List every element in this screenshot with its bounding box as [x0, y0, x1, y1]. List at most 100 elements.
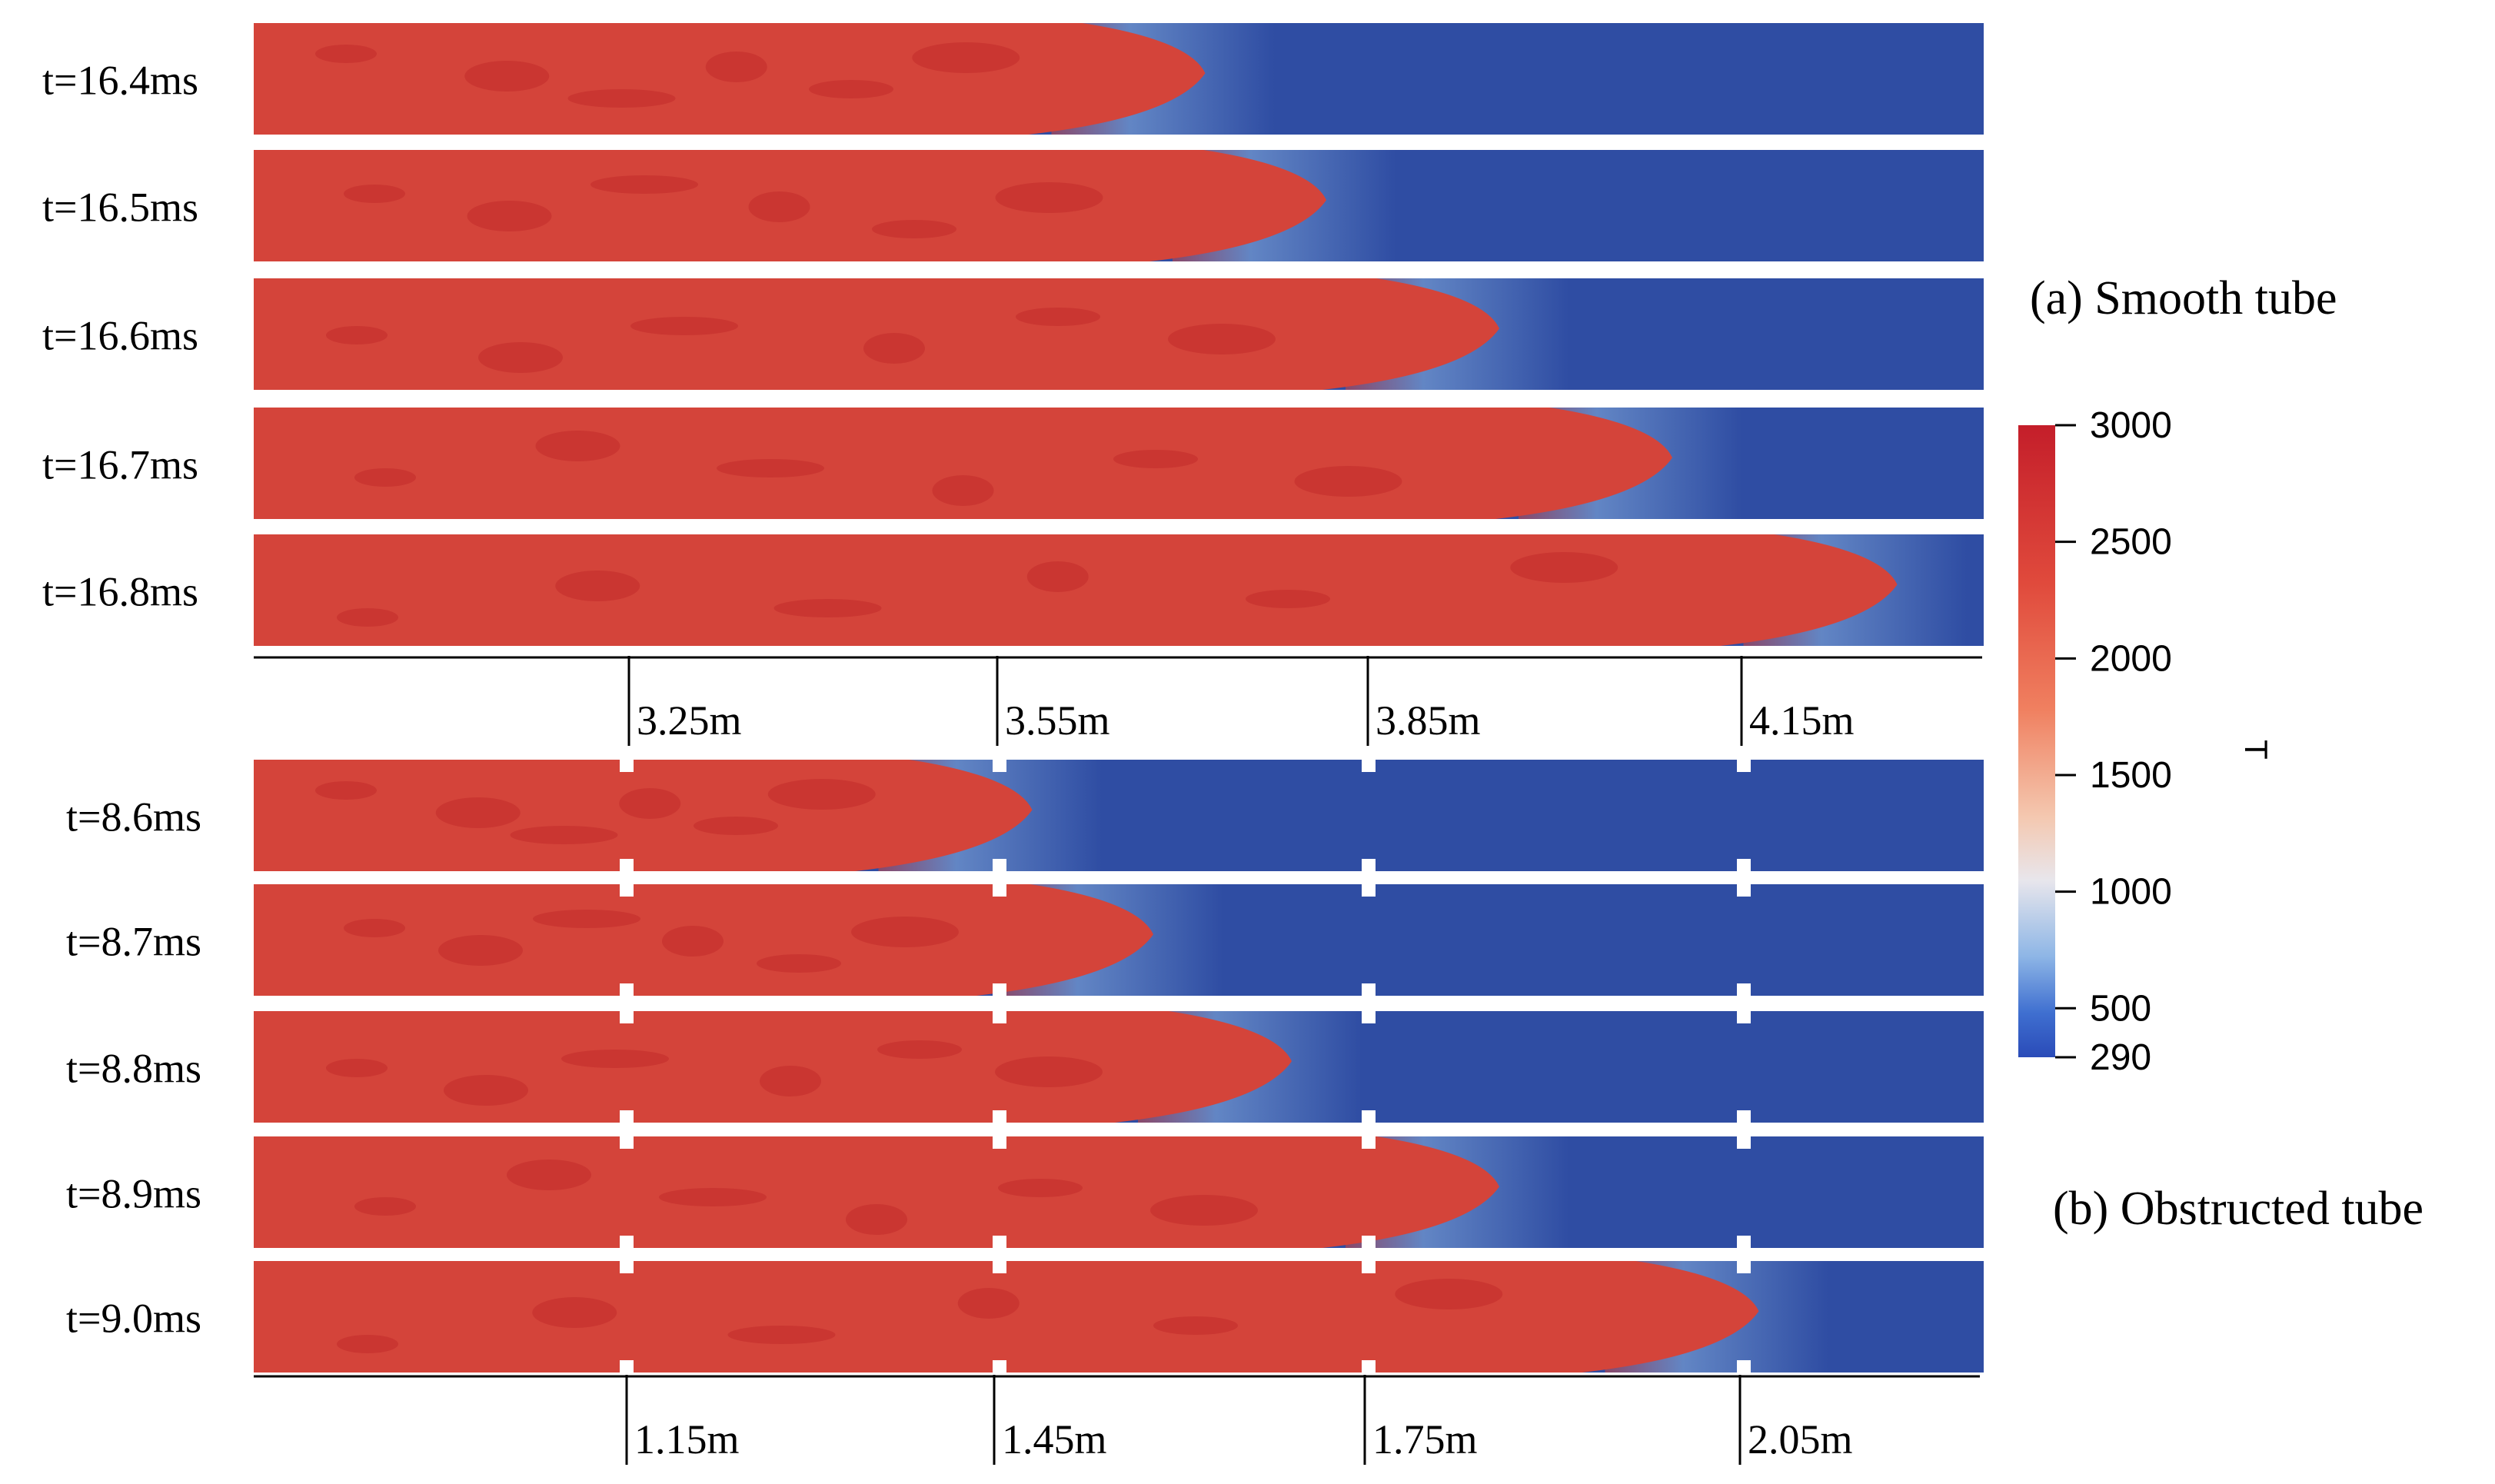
obstructed-turbulent-structure	[619, 788, 681, 819]
smooth-turbulent-structure	[912, 42, 1020, 73]
smooth-turbulent-structure	[748, 191, 810, 222]
obstructed-turbulent-structure	[760, 1066, 821, 1096]
obstructed-turbulent-structure	[846, 1204, 907, 1235]
obstructed-obstacle-bottom	[620, 983, 634, 997]
obstructed-obstacle-bottom	[993, 1110, 1006, 1124]
smooth-frame-burned-region	[254, 278, 1499, 390]
obstructed-turbulent-structure	[1150, 1195, 1258, 1226]
smooth-frame-time-label: t=16.6ms	[42, 313, 198, 359]
colorbar-gradient	[2018, 425, 2055, 1057]
obstructed-obstacle-bottom	[1362, 859, 1376, 873]
obstructed-obstacle-top	[1737, 1010, 1751, 1023]
smooth-frame-burned-region	[254, 534, 1898, 646]
obstructed-obstacle-top	[620, 1010, 634, 1023]
obstructed-tube-caption: (b) Obstructed tube	[2053, 1183, 2423, 1235]
obstructed-frame-burned-region	[254, 1261, 1759, 1373]
smooth-frame-time-label: t=16.5ms	[42, 185, 198, 231]
obstructed-frame-3: t=8.8ms	[66, 1010, 1984, 1124]
obstructed-obstacle-top	[1737, 883, 1751, 897]
smooth-frame-1: t=16.4ms	[42, 23, 1984, 135]
smooth-turbulent-structure	[1026, 561, 1089, 592]
smooth-turbulent-structure	[717, 459, 824, 477]
smooth-frame-5: t=16.8ms	[42, 534, 1984, 646]
obstructed-frame-time-label: t=8.9ms	[66, 1171, 201, 1217]
obstructed-obstacle-bottom	[1737, 859, 1751, 873]
obstructed-frame-2: t=8.7ms	[66, 883, 1984, 997]
obstructed-turbulent-structure	[877, 1040, 962, 1059]
obstructed-obstacle-bottom	[1362, 983, 1376, 997]
obstructed-turbulent-structure	[851, 917, 959, 947]
obstructed-obstacle-bottom	[1362, 1360, 1376, 1374]
smooth-turbulent-structure	[1016, 308, 1100, 326]
smooth-turbulent-structure	[1294, 466, 1402, 497]
obstructed-axis-tick-label: 1.15m	[634, 1416, 740, 1462]
obstructed-obstacle-top	[1362, 883, 1376, 897]
smooth-turbulent-structure	[995, 182, 1103, 213]
smooth-turbulent-structure	[315, 45, 377, 63]
obstructed-obstacle-top	[993, 1010, 1006, 1023]
colorbar-tick-label: 500	[2090, 988, 2151, 1029]
smooth-turbulent-structure	[478, 342, 563, 373]
colorbar-tick-label: 1500	[2090, 755, 2172, 796]
obstructed-axis-tick-label: 2.05m	[1748, 1416, 1853, 1462]
obstructed-tube-panel: t=8.6ms t=8.7ms t=8.8ms t=8.9ms t=9.0ms 1.15…	[66, 758, 2423, 1465]
smooth-turbulent-structure	[1168, 324, 1276, 354]
obstructed-obstacle-bottom	[1737, 1360, 1751, 1374]
obstructed-obstacle-top	[1362, 1135, 1376, 1149]
obstructed-frame-time-label: t=8.8ms	[66, 1046, 201, 1092]
smooth-frame-4: t=16.7ms	[42, 408, 1984, 519]
obstructed-obstacle-bottom	[993, 1236, 1006, 1249]
colorbar-tick-label: 3000	[2090, 405, 2172, 446]
smooth-turbulent-structure	[1246, 590, 1330, 608]
obstructed-frame-burned-region	[254, 884, 1153, 996]
obstructed-turbulent-structure	[561, 1050, 669, 1068]
obstructed-frame-4: t=8.9ms	[66, 1135, 1984, 1249]
smooth-axis-tick-label: 4.15m	[1749, 697, 1855, 744]
obstructed-turbulent-structure	[659, 1188, 767, 1206]
smooth-frame-time-label: t=16.8ms	[42, 569, 198, 615]
smooth-turbulent-structure	[326, 326, 388, 344]
smooth-turbulent-structure	[555, 571, 640, 601]
obstructed-turbulent-structure	[694, 817, 778, 835]
smooth-frame-time-label: t=16.4ms	[42, 58, 198, 104]
obstructed-turbulent-structure	[998, 1179, 1083, 1197]
obstructed-turbulent-structure	[435, 797, 521, 828]
smooth-turbulent-structure	[705, 52, 767, 82]
smooth-axis-tick-label: 3.85m	[1376, 697, 1481, 744]
obstructed-obstacle-top	[1737, 758, 1751, 772]
obstructed-turbulent-structure	[344, 919, 405, 937]
smooth-turbulent-structure	[590, 175, 698, 194]
smooth-turbulent-structure	[567, 89, 676, 108]
smooth-frame-burned-region	[254, 150, 1326, 261]
smooth-frame-2: t=16.5ms	[42, 150, 1984, 261]
smooth-turbulent-structure	[535, 431, 620, 461]
smooth-frame-burned-region	[254, 408, 1672, 519]
colorbar-tick-label: 2000	[2090, 638, 2172, 679]
obstructed-obstacle-top	[620, 758, 634, 772]
obstructed-turbulent-structure	[507, 1160, 591, 1190]
obstructed-obstacle-top	[620, 1135, 634, 1149]
obstructed-obstacle-top	[1362, 758, 1376, 772]
obstructed-obstacle-top	[620, 883, 634, 897]
smooth-turbulent-structure	[344, 185, 405, 203]
smooth-tube-panel: t=16.4ms t=16.5ms t=16.6ms t=16.7ms t=16.8ms…	[42, 23, 2337, 746]
obstructed-turbulent-structure	[757, 954, 841, 973]
obstructed-turbulent-structure	[662, 926, 724, 957]
obstructed-obstacle-top	[1737, 1135, 1751, 1149]
obstructed-axis-tick-label: 1.75m	[1372, 1416, 1478, 1462]
obstructed-obstacle-top	[993, 1135, 1006, 1149]
obstructed-obstacle-top	[620, 1259, 634, 1273]
obstructed-obstacle-bottom	[620, 1360, 634, 1374]
obstructed-obstacle-bottom	[1737, 1236, 1751, 1249]
obstructed-obstacle-bottom	[1737, 983, 1751, 997]
obstructed-turbulent-structure	[533, 910, 640, 928]
smooth-turbulent-structure	[337, 608, 398, 627]
obstructed-turbulent-structure	[354, 1197, 416, 1216]
obstructed-turbulent-structure	[767, 779, 876, 810]
colorbar-tick-label: 1000	[2090, 872, 2172, 913]
smooth-axis-tick-label: 3.55m	[1005, 697, 1110, 744]
smooth-turbulent-structure	[630, 317, 738, 335]
obstructed-turbulent-structure	[337, 1335, 398, 1353]
obstructed-frame-time-label: t=8.7ms	[66, 919, 201, 965]
